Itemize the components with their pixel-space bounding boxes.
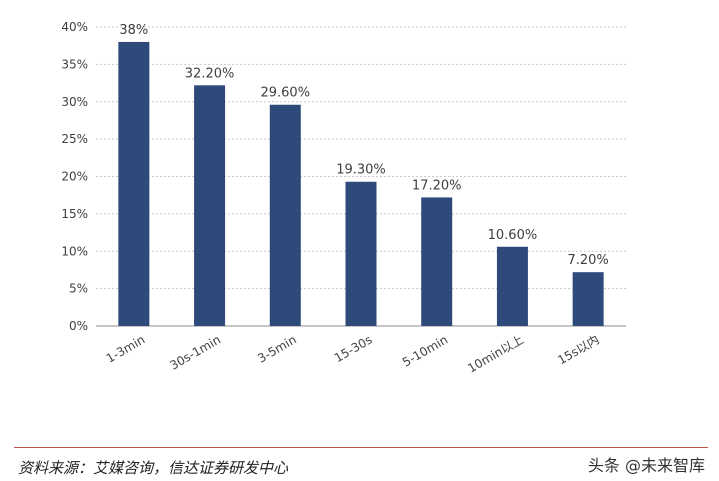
- category-label: 1-3min: [104, 332, 148, 365]
- y-tick-label: 15%: [61, 207, 88, 221]
- bar-10min以上: [496, 246, 528, 326]
- y-tick-label: 35%: [61, 57, 88, 71]
- bar-chart: 0% 5% 10% 15% 20% 25% 30% 35% 40% 38% 32.20% 29.60…: [61, 20, 626, 376]
- data-label: 19.30%: [336, 163, 386, 178]
- data-label: 7.20%: [567, 253, 608, 268]
- footer-divider: [14, 447, 708, 448]
- y-tick-label: 5%: [69, 282, 88, 296]
- y-axis-tick-labels: 0% 5% 10% 15% 20% 25% 30% 35% 40%: [61, 20, 88, 333]
- data-label: 38%: [119, 23, 148, 38]
- bar-30s-1min: [194, 85, 226, 327]
- x-axis-category-labels: 1-3min 30s-1min 3-5min 15-30s 5-10min 10min以上…: [104, 332, 602, 375]
- y-tick-label: 20%: [61, 170, 88, 184]
- category-label: 15-30s: [332, 332, 375, 365]
- y-tick-label: 30%: [61, 95, 88, 109]
- data-label: 32.20%: [185, 66, 235, 81]
- bar-15-30s: [345, 181, 377, 326]
- category-label: 10min以上: [465, 332, 526, 375]
- category-label: 3-5min: [255, 332, 299, 365]
- category-label: 5-10min: [400, 332, 450, 369]
- category-label: 15s以内: [555, 332, 601, 367]
- watermark: 头条 @未来智库: [587, 456, 705, 475]
- bars: [118, 41, 604, 327]
- bar-5-10min: [421, 197, 453, 326]
- data-labels: 38% 32.20% 29.60% 19.30% 17.20% 10.60% 7.20%: [119, 23, 608, 268]
- bar-15s以内: [572, 272, 604, 326]
- y-tick-label: 0%: [69, 319, 88, 333]
- source-note: 资料来源：艾媒咨询，信达证券研发中心: [18, 459, 289, 477]
- y-tick-label: 25%: [61, 132, 88, 146]
- data-label: 10.60%: [488, 228, 538, 243]
- bar-3-5min: [269, 104, 301, 327]
- bar-1-3min: [118, 41, 150, 326]
- data-label: 17.20%: [412, 178, 462, 193]
- y-tick-label: 10%: [61, 244, 88, 258]
- category-label: 30s-1min: [167, 332, 223, 372]
- y-tick-label: 40%: [61, 20, 88, 34]
- data-label: 29.60%: [260, 86, 310, 101]
